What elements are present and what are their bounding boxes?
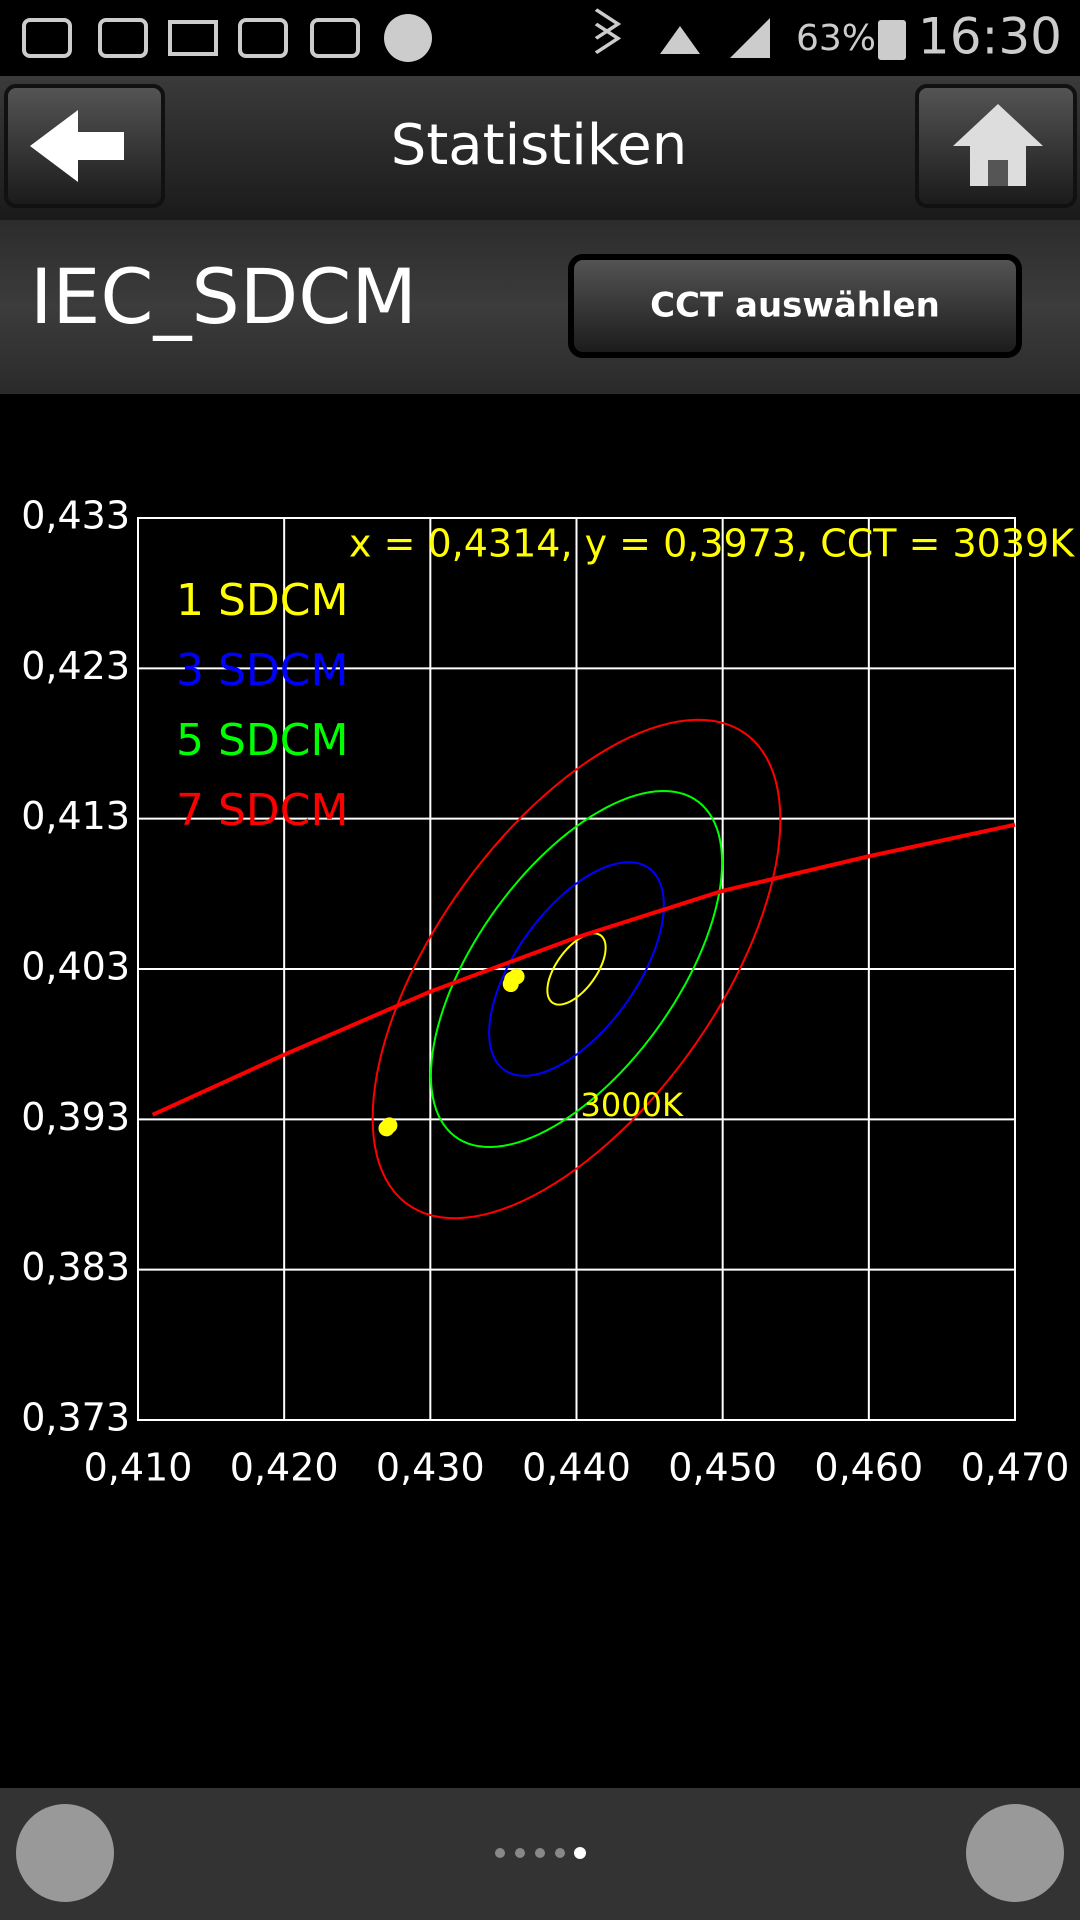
status-icons bbox=[22, 8, 906, 62]
right-nav-button[interactable] bbox=[966, 1804, 1064, 1902]
planck-locus bbox=[151, 822, 1016, 1117]
center-label: 3000K bbox=[581, 1086, 684, 1124]
battery-text: 63% bbox=[796, 18, 876, 59]
y-tick-label: 0,433 bbox=[21, 494, 130, 538]
legend-entry: 3 SDCM bbox=[176, 645, 348, 696]
y-tick-label: 0,403 bbox=[21, 945, 130, 989]
sdcm-ellipse bbox=[546, 932, 607, 1006]
y-tick-label: 0,423 bbox=[21, 644, 130, 688]
sdcm-ellipse bbox=[429, 789, 724, 1149]
page-indicator bbox=[495, 1847, 586, 1859]
x-tick-label: 0,460 bbox=[814, 1446, 923, 1490]
legend-entry: 1 SDCM bbox=[176, 575, 348, 626]
sdcm-ellipse bbox=[371, 718, 782, 1220]
header bbox=[0, 76, 1080, 220]
measurement-point bbox=[502, 976, 519, 993]
x-tick-label: 0,470 bbox=[961, 1446, 1070, 1490]
x-tick-label: 0,440 bbox=[522, 1446, 631, 1490]
y-tick-label: 0,373 bbox=[21, 1396, 130, 1440]
y-tick-label: 0,393 bbox=[21, 1095, 130, 1139]
annotation: x = 0,4314, y = 0,3973, CCT = 3039K bbox=[349, 522, 1075, 566]
x-tick-label: 0,450 bbox=[668, 1446, 777, 1490]
legend-entry: 7 SDCM bbox=[176, 785, 348, 836]
clock: 16:30 bbox=[918, 8, 1062, 66]
x-tick-label: 0,410 bbox=[84, 1446, 193, 1490]
left-nav-button[interactable] bbox=[16, 1804, 114, 1902]
y-tick-label: 0,413 bbox=[21, 794, 130, 838]
sdcm-ellipse bbox=[488, 861, 665, 1077]
measurement-point bbox=[381, 1117, 398, 1134]
x-tick-label: 0,430 bbox=[376, 1446, 485, 1490]
legend-entry: 5 SDCM bbox=[176, 715, 348, 766]
cct-button[interactable]: CCT auswählen bbox=[568, 254, 1022, 358]
toolbar-title: IEC_SDCM bbox=[30, 252, 417, 341]
chart: 0,373 0,383 0,393 0,403 0,413 0,423 0,433 0,410… bbox=[21, 494, 1075, 1490]
y-tick-label: 0,383 bbox=[21, 1245, 130, 1289]
x-tick-label: 0,420 bbox=[230, 1446, 339, 1490]
cct-button-label: CCT auswählen bbox=[650, 286, 940, 326]
header-title: Statistiken bbox=[391, 113, 687, 178]
home-button[interactable] bbox=[915, 84, 1077, 208]
back-button[interactable] bbox=[4, 84, 165, 208]
